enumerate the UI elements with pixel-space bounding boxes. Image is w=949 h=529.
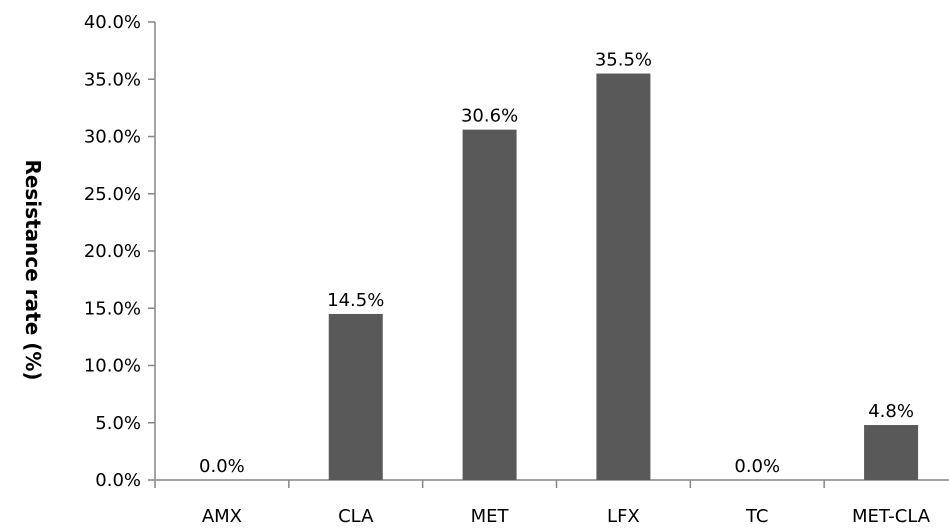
data-label-cla: 14.5% <box>327 290 384 311</box>
data-labels: 0.0% 14.5% 30.6% 35.5% 0.0% 4.8% <box>199 50 914 477</box>
bar-lfx <box>596 73 651 481</box>
y-tick-label: 20.0% <box>84 241 141 262</box>
y-tick-label: 5.0% <box>95 413 141 434</box>
y-tick-label: 10.0% <box>84 356 141 377</box>
x-tick-label-met: MET <box>471 506 510 527</box>
y-tick-label: 25.0% <box>84 184 141 205</box>
bars <box>328 73 919 481</box>
y-tick-label: 35.0% <box>84 69 141 90</box>
x-tick-label-cla: CLA <box>338 506 374 527</box>
y-tick-label: 15.0% <box>84 298 141 319</box>
bar-cla <box>328 313 383 480</box>
y-axis-title: Resistance rate (%) <box>21 159 45 380</box>
data-label-lfx: 35.5% <box>595 50 652 71</box>
y-tick-label: 30.0% <box>84 127 141 148</box>
y-tick-label: 40.0% <box>84 12 141 33</box>
bar-met <box>462 129 517 480</box>
x-tick-label-met-cla: MET-CLA <box>852 506 931 527</box>
x-axis: AMX CLA MET LFX TC MET-CLA <box>154 479 949 527</box>
data-label-tc: 0.0% <box>734 456 780 477</box>
x-tick-label-amx: AMX <box>202 506 242 527</box>
y-tick-label: 0.0% <box>95 470 141 491</box>
data-label-amx: 0.0% <box>199 456 245 477</box>
y-axis: 0.0% 5.0% 10.0% 15.0% 20.0% 25.0% 30.0% 35.0% 40… <box>84 12 156 491</box>
x-tick-label-tc: TC <box>745 506 769 527</box>
x-tick-label-lfx: LFX <box>607 506 640 527</box>
data-label-met-cla: 4.8% <box>868 401 914 422</box>
bar-met-cla <box>864 425 919 480</box>
data-label-met: 30.6% <box>461 106 518 127</box>
